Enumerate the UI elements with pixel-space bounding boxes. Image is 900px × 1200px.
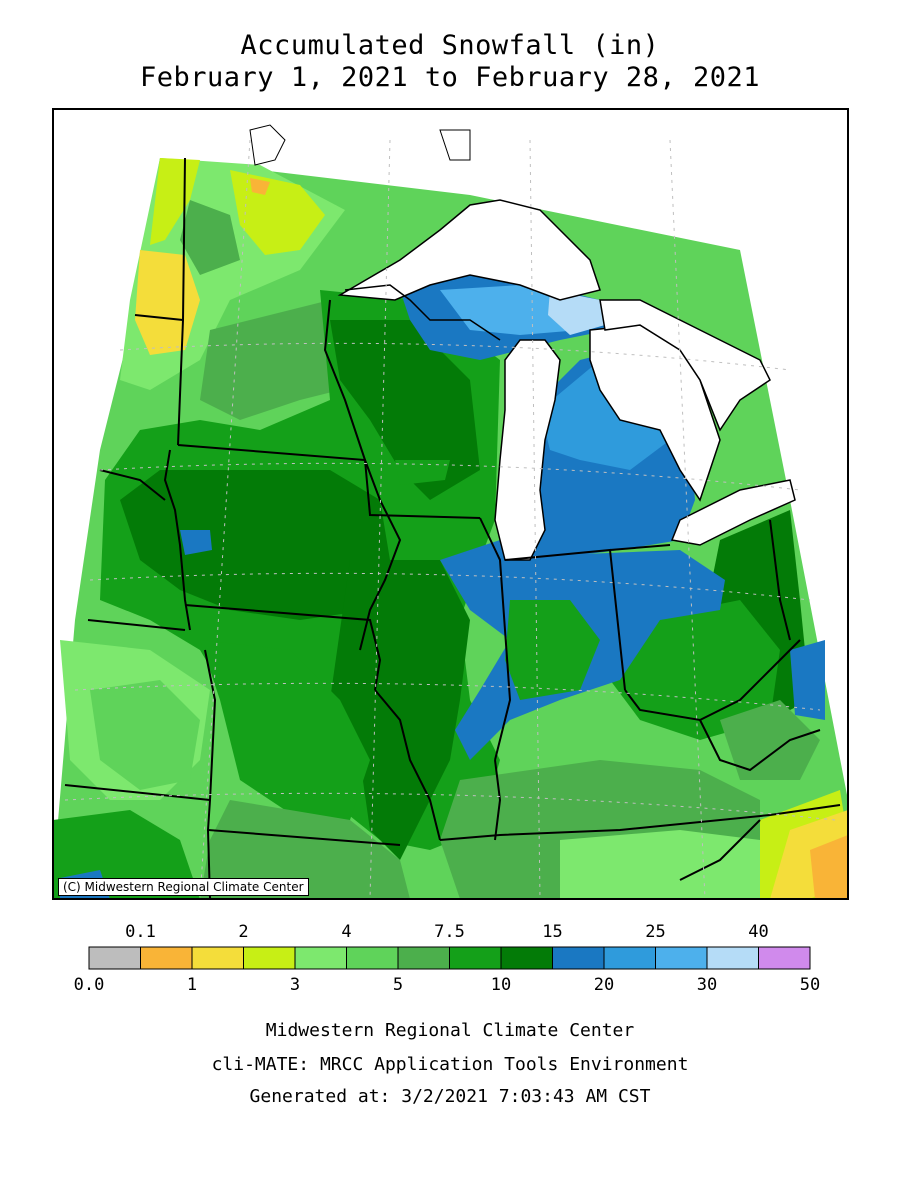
- legend-top-label: 15: [542, 922, 563, 942]
- snow-region-north-medium: [180, 200, 240, 275]
- snow-region-dark-green-wi: [330, 320, 480, 500]
- legend-top-label: 7.5: [434, 922, 465, 942]
- legend-bin: [500, 946, 553, 970]
- legend-color-bar: [88, 946, 811, 970]
- legend-top-label: 25: [645, 922, 666, 942]
- snow-region-blue-ia-spot: [180, 530, 212, 555]
- legend-bottom-label: 20: [593, 975, 615, 995]
- graticule: [64, 139, 836, 899]
- legend-bottom-label: 50: [799, 975, 821, 995]
- snow-region-oh-light: [720, 700, 820, 780]
- snow-region-oh-blue: [790, 640, 825, 720]
- canada-land: [599, 299, 771, 432]
- legend-bin: [243, 946, 296, 970]
- legend-bin: [191, 946, 244, 970]
- legend-top-label: 40: [748, 922, 769, 942]
- legend-top-label: 2: [238, 922, 249, 942]
- footer-line2: cli-MATE: MRCC Application Tools Environ…: [211, 1054, 689, 1075]
- legend-bottom-label: 1: [186, 975, 198, 995]
- legend-bin: [88, 946, 141, 970]
- snow-region-up-light: [548, 290, 605, 335]
- snow-region-se-light: [560, 830, 760, 899]
- snow-region-se-orange: [810, 835, 848, 899]
- legend-bottom-label: 0.0: [73, 975, 105, 995]
- legend-top-label: 0.1: [125, 922, 156, 942]
- snow-region-dark-green-il: [330, 560, 470, 860]
- legend-bin: [346, 946, 399, 970]
- snow-region-sw-medium: [90, 680, 200, 790]
- legend-bin: [449, 946, 502, 970]
- legend-bottom-label: 30: [696, 975, 718, 995]
- legend-bin: [706, 946, 759, 970]
- state-borders: [64, 157, 841, 899]
- snow-region-south-medium: [200, 800, 410, 899]
- snow-region-north-orange: [250, 178, 270, 195]
- legend-bin: [294, 946, 347, 970]
- snow-region-green-in: [505, 600, 600, 700]
- map-title-line1: Accumulated Snowfall (in): [240, 30, 660, 61]
- legend-bin: [552, 946, 605, 970]
- legend-bin: [655, 946, 708, 970]
- map-credit: (C) Midwestern Regional Climate Center: [58, 878, 309, 896]
- footer-line3: Generated at: 3/2/2021 7:03:43 AM CST: [249, 1086, 651, 1107]
- legend-bin: [397, 946, 450, 970]
- lake-superior: [337, 199, 601, 301]
- legend-bin: [758, 946, 811, 970]
- snow-region-green-wi-east: [395, 460, 450, 485]
- legend-bottom-label: 10: [490, 975, 512, 995]
- legend-bin: [140, 946, 193, 970]
- legend-bin: [603, 946, 656, 970]
- legend-bottom-label: 3: [289, 975, 301, 995]
- footer-line1: Midwestern Regional Climate Center: [265, 1020, 635, 1041]
- map-title-line2: February 1, 2021 to February 28, 2021: [140, 62, 760, 93]
- snow-region-dark-green-ia: [120, 470, 390, 620]
- lake-erie: [670, 479, 796, 546]
- snow-region-nw-lime: [150, 158, 200, 245]
- snow-region-oh-green: [610, 600, 780, 740]
- lake-michigan: [494, 339, 561, 561]
- legend-bottom-label: 5: [392, 975, 404, 995]
- snow-region-dark-green-mo: [200, 640, 370, 820]
- legend-top-label: 4: [341, 922, 352, 942]
